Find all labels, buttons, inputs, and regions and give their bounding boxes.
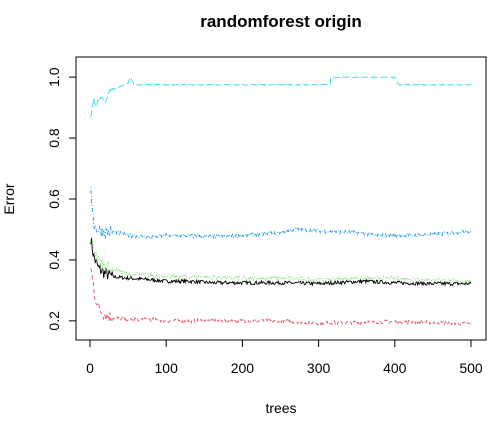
x-tick-label: 500 [459,360,483,376]
y-axis-label: Error [1,183,17,214]
y-tick-label: 1.0 [46,67,62,87]
series-line [90,76,472,118]
series-line [90,268,472,327]
series-line [90,237,472,287]
x-tick-label: 100 [155,360,179,376]
y-tick-label: 0.2 [46,311,62,331]
chart-title: randomforest origin [200,12,362,31]
y-axis: 0.2 0.4 0.6 0.8 1.0 [46,67,77,331]
series-line [90,187,472,240]
x-tick-label: 200 [231,360,255,376]
x-tick-label: 400 [383,360,407,376]
x-axis: 0 100 200 300 400 500 [86,339,483,376]
y-tick-label: 0.4 [46,250,62,270]
series-layer [90,76,472,327]
plot-frame [75,56,487,341]
series-line [90,239,472,284]
y-tick-label: 0.8 [46,128,62,148]
x-tick-label: 300 [307,360,331,376]
y-tick-label: 0.6 [46,189,62,209]
x-axis-label: trees [265,400,296,416]
x-tick-label: 0 [86,360,94,376]
